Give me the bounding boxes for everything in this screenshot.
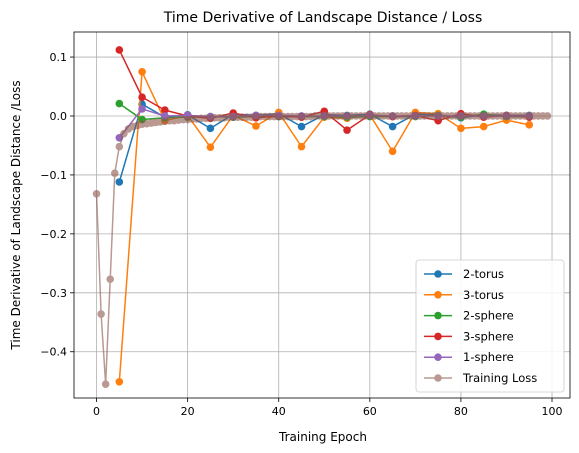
axis-ticks: 0 20 40 60 80 100 0.1 0.0 −0.1 −0.2 −0.3 −0.4: [40, 51, 562, 418]
legend-swatch-marker: [434, 311, 442, 320]
data-point: [115, 142, 124, 151]
legend: 2-torus 3-torus 2-sphere 3-sphere 1-sphere Tr…: [415, 259, 565, 393]
legend-swatch-marker: [434, 291, 442, 299]
data-point: [101, 380, 110, 388]
data-point: [138, 93, 146, 101]
data-point: [106, 275, 115, 284]
data-point: [115, 99, 124, 108]
legend-item: [424, 311, 452, 320]
y-axis-label: Time Derivative of Landscape Distance /L…: [9, 80, 23, 350]
data-point: [388, 147, 397, 156]
data-point: [543, 112, 552, 120]
data-point: [252, 122, 260, 130]
y-tick-label: −0.4: [40, 346, 67, 359]
data-point: [138, 67, 146, 76]
legend-swatch-marker: [434, 270, 442, 278]
legend-label: 3-torus: [463, 288, 504, 302]
legend-label: Training Loss: [462, 371, 537, 385]
data-point: [161, 112, 169, 120]
legend-item: [424, 291, 452, 299]
x-axis-label: Training Epoch: [278, 430, 367, 444]
x-tick-label: 60: [363, 405, 377, 418]
data-point: [97, 310, 105, 318]
data-point: [92, 189, 101, 198]
legend-swatch-marker: [434, 374, 442, 382]
x-tick-label: 80: [454, 405, 468, 418]
data-point: [115, 46, 124, 54]
plot-frame: [73, 31, 571, 399]
y-tick-label: −0.2: [40, 228, 67, 241]
x-tick-label: 100: [542, 405, 563, 418]
chart-title: Time Derivative of Landscape Distance / …: [163, 10, 483, 26]
data-point: [479, 122, 488, 131]
legend-label: 1-sphere: [463, 350, 514, 364]
data-point: [343, 126, 351, 134]
data-point: [297, 122, 306, 131]
data-point: [388, 122, 397, 131]
data-point: [206, 124, 215, 133]
x-tick-label: 20: [181, 405, 195, 418]
x-tick-label: 0: [93, 405, 100, 418]
legend-item: [424, 270, 452, 278]
series-layer: [92, 46, 552, 388]
y-tick-label: 0.1: [50, 51, 68, 64]
data-point: [206, 143, 215, 152]
legend-label: 2-sphere: [463, 309, 514, 323]
legend-label: 3-sphere: [463, 329, 514, 343]
data-point: [161, 106, 169, 114]
grid: [74, 32, 570, 398]
legend-label: 2-torus: [463, 267, 504, 281]
series-training-loss: [92, 112, 552, 388]
legend-frame: [415, 259, 565, 393]
y-tick-label: 0.0: [50, 110, 68, 123]
y-tick-label: −0.3: [40, 287, 67, 300]
data-point: [297, 142, 306, 151]
data-point: [120, 129, 128, 138]
x-tick-label: 40: [272, 405, 286, 418]
legend-item: [424, 374, 452, 382]
data-point: [457, 124, 465, 133]
y-tick-label: −0.1: [40, 169, 67, 182]
legend-item: [424, 353, 452, 362]
data-point: [115, 178, 124, 186]
data-point: [138, 105, 146, 113]
data-point: [115, 377, 124, 386]
legend-swatch-marker: [434, 353, 442, 362]
legend-swatch-marker: [434, 332, 442, 341]
legend-item: [424, 332, 452, 341]
data-point: [110, 169, 119, 177]
data-point: [525, 121, 534, 129]
